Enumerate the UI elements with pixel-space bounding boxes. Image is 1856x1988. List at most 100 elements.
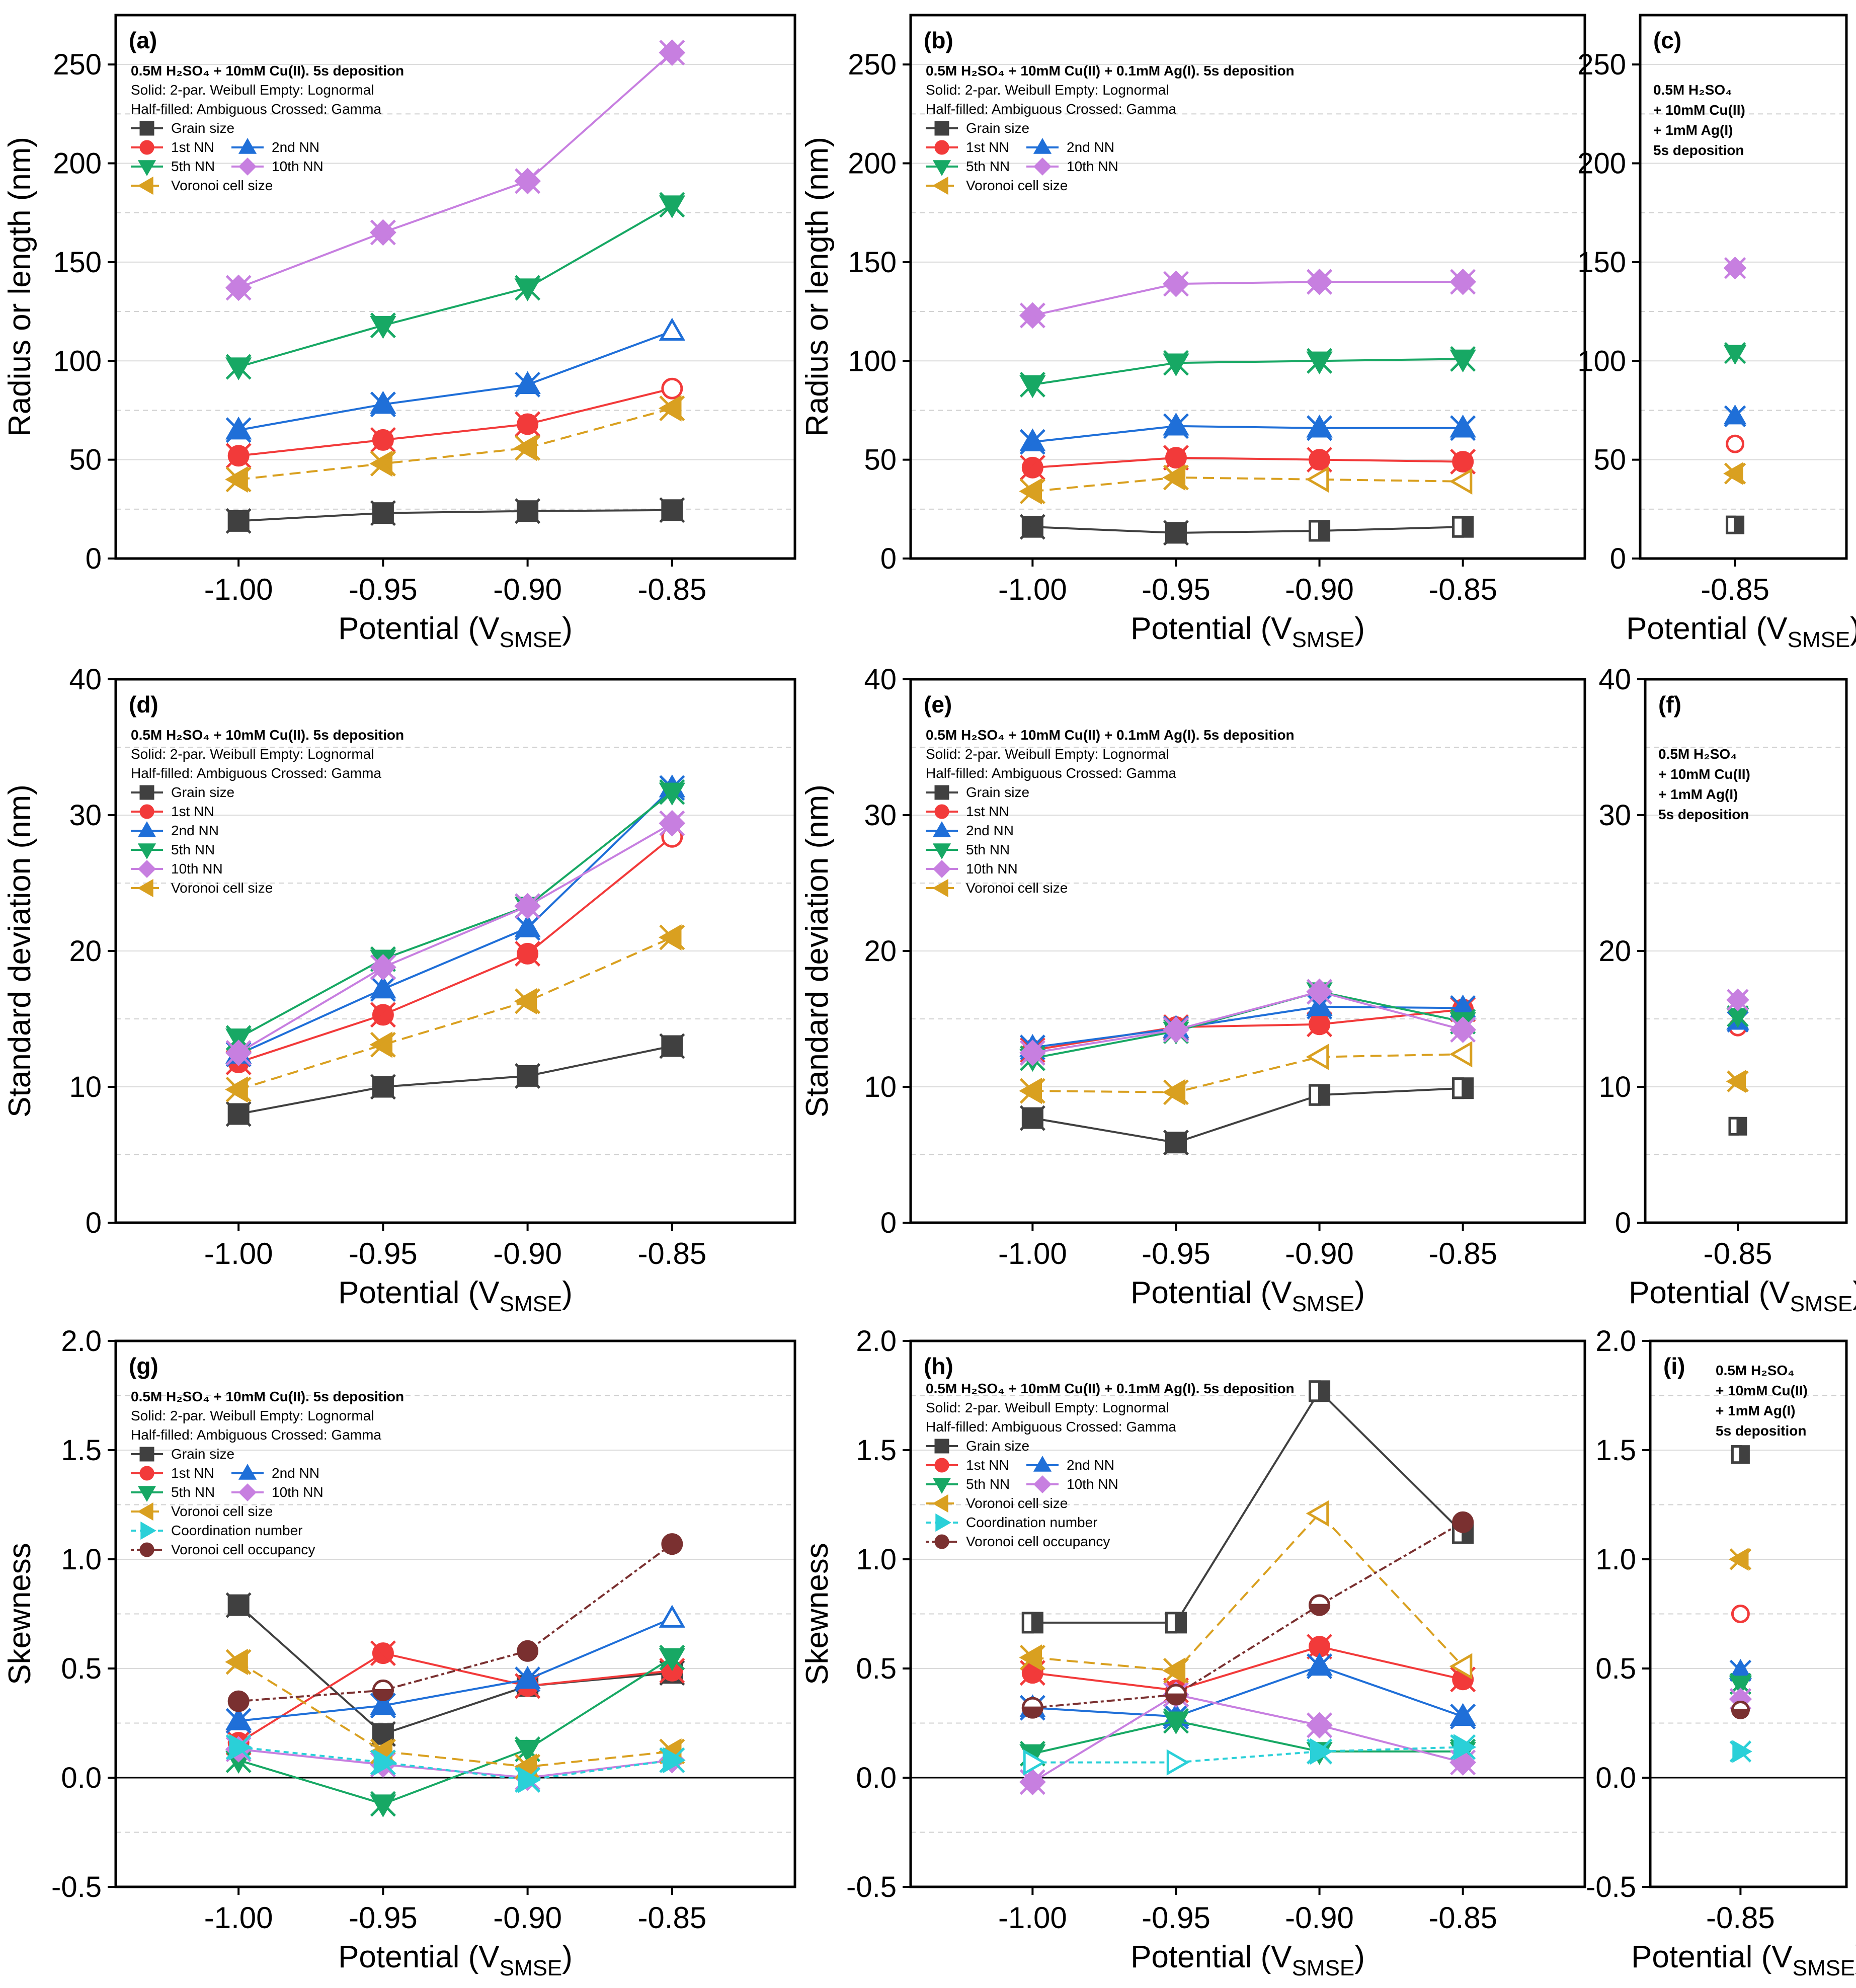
- y-axis-label: Skewness: [800, 1543, 835, 1685]
- y-axis-label: Radius or length (nm): [800, 137, 835, 437]
- data-point-nn10: [1306, 978, 1333, 1005]
- series-line-grain: [1032, 1389, 1464, 1624]
- data-point-grain: [225, 1592, 252, 1618]
- data-point-nn10: [1726, 988, 1749, 1011]
- x-tick-label: -1.00: [998, 1237, 1067, 1270]
- legend-marker: [238, 138, 257, 154]
- y-tick-label: 40: [69, 663, 102, 696]
- data-point-voronoi: [1162, 1657, 1189, 1684]
- y-tick-label: 150: [1577, 246, 1626, 279]
- legend-label: 1st NN: [966, 139, 1009, 155]
- y-tick-label: 0: [1610, 542, 1626, 575]
- legend-marker: [1033, 1456, 1052, 1472]
- x-tick-label: -0.85: [637, 1237, 706, 1270]
- data-point-voronoi: [369, 1031, 396, 1058]
- legend-marker: [138, 860, 156, 878]
- data-point-nn5: [1163, 350, 1189, 377]
- x-axis-label: Potential (VSMSE): [1131, 611, 1365, 652]
- series-nn10: [1726, 988, 1749, 1011]
- legend-entry: Voronoi cell size: [131, 879, 273, 898]
- series-line-nn1: [1032, 456, 1463, 469]
- legend-label: 5th NN: [171, 842, 215, 857]
- series-line-nn10: [1032, 990, 1464, 1054]
- legend-marker: [238, 1483, 257, 1501]
- series-line-nn1: [238, 387, 673, 457]
- series-nn5: [1019, 346, 1476, 399]
- data-point-nn2: [1306, 1652, 1333, 1680]
- legend-marker: [934, 1534, 949, 1549]
- y-tick-label: 0.5: [1595, 1652, 1636, 1685]
- legend-label: Grain size: [171, 120, 234, 136]
- data-point-nn2: [659, 1605, 686, 1628]
- condition-text: + 10mM Cu(II): [1653, 102, 1745, 118]
- series-line-grain: [238, 1045, 673, 1115]
- legend-marker: [139, 804, 154, 819]
- y-tick-label: 0.0: [61, 1762, 102, 1794]
- legend-marker: [139, 140, 154, 155]
- data-point-coord: [1023, 1749, 1046, 1776]
- x-tick-label: -0.90: [493, 1901, 562, 1935]
- data-point-grain: [1019, 514, 1045, 540]
- legend-marker: [139, 1466, 154, 1481]
- data-point-nn10: [1449, 268, 1476, 295]
- legend-label: 10th NN: [171, 861, 223, 877]
- data-point-nn5: [225, 354, 252, 380]
- y-tick-label: -0.5: [846, 1871, 897, 1903]
- series-line-voronoi: [238, 1661, 673, 1768]
- series-nn5: [225, 779, 686, 1052]
- y-tick-label: 30: [1598, 799, 1631, 832]
- legend-label: 2nd NN: [272, 1465, 319, 1481]
- series-voronoi: [1019, 1500, 1473, 1684]
- legend-entry: Voronoi cell size: [926, 879, 1068, 898]
- series-line-voronoi: [238, 407, 673, 481]
- legend-label: 2nd NN: [1067, 139, 1114, 155]
- data-point-nn1: [370, 1002, 396, 1028]
- legend-marker: [932, 160, 951, 176]
- series-grain: [1731, 1445, 1750, 1464]
- data-point-nn5: [1729, 1673, 1752, 1696]
- data-point-nn2: [370, 390, 396, 418]
- legend-entry: 2nd NN: [926, 821, 1014, 838]
- fit-legend-note: Solid: 2-par. Weibull Empty: Lognormal: [131, 82, 374, 98]
- data-point-nn10: [1306, 268, 1333, 295]
- fit-legend-note: Half-filled: Ambiguous Crossed: Gamma: [131, 1427, 381, 1443]
- y-tick-label: 0.0: [1595, 1762, 1636, 1794]
- data-point-nn5: [1449, 346, 1476, 373]
- series-line-nn10: [1032, 281, 1463, 316]
- series-nn2: [225, 1605, 686, 1734]
- series-line-nn2: [238, 1617, 673, 1722]
- plot-frame: [1649, 1339, 1848, 1888]
- fit-legend-note: Solid: 2-par. Weibull Empty: Lognormal: [926, 746, 1169, 762]
- condition-text: 0.5M H₂SO₄ + 10mM Cu(II) + 0.1mM Ag(I). …: [926, 63, 1295, 78]
- series-nn2: [1723, 404, 1747, 428]
- y-tick-label: 250: [848, 48, 897, 81]
- data-point-nn2: [514, 914, 541, 941]
- legend-entry: Grain size: [926, 1438, 1029, 1454]
- data-point-voronoi: [1728, 1548, 1752, 1571]
- data-point-grain: [1452, 516, 1474, 538]
- y-tick-label: 150: [53, 246, 102, 279]
- series-voronoi: [1726, 1070, 1749, 1093]
- data-point-nn10: [370, 954, 396, 981]
- data-point-nn5: [370, 312, 396, 339]
- series-line-nn5: [238, 1656, 673, 1805]
- data-point-nn10: [514, 168, 541, 195]
- data-point-nn10: [514, 893, 541, 920]
- legend-label: 1st NN: [171, 804, 214, 819]
- plot-frame: [1639, 14, 1848, 560]
- legend-label: Coordination number: [966, 1515, 1098, 1530]
- series-nn1: [1019, 445, 1476, 481]
- x-tick-label: -0.85: [1704, 1237, 1772, 1270]
- series-nn1: [1731, 1605, 1750, 1623]
- x-axis-label: Potential (VSMSE): [1631, 1940, 1856, 1980]
- series-nn10: [1019, 268, 1476, 329]
- data-point-grain: [1309, 1380, 1331, 1402]
- series-grain: [225, 497, 685, 534]
- data-point-voronoi: [1019, 1644, 1045, 1671]
- fit-legend-note: Solid: 2-par. Weibull Empty: Lognormal: [926, 82, 1169, 98]
- data-point-coord: [1166, 1749, 1190, 1776]
- legend-entry: 5th NN: [131, 1484, 215, 1502]
- x-tick-label: -0.85: [637, 1901, 706, 1935]
- panel-label: (g): [129, 1353, 158, 1379]
- fit-legend-note: Half-filled: Ambiguous Crossed: Gamma: [926, 101, 1176, 117]
